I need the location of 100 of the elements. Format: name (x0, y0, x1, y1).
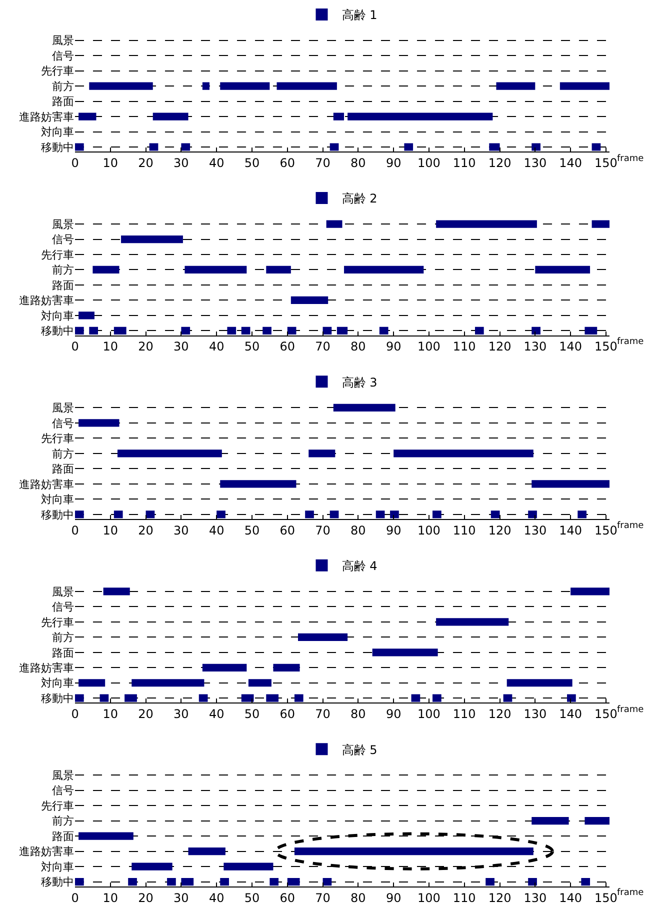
x-tick-label: 10 (102, 340, 118, 354)
bar (348, 112, 493, 120)
x-tick-label: 0 (71, 890, 79, 905)
x-axis-title: frame (617, 888, 644, 898)
x-tick-label: 60 (280, 340, 296, 354)
y-tick-label: 移動中 (41, 876, 74, 889)
bar (584, 326, 598, 335)
bar (330, 143, 339, 151)
x-tick-label: 150 (594, 340, 618, 354)
x-tick-label: 10 (102, 156, 118, 170)
bar (532, 480, 610, 488)
bar (570, 588, 610, 596)
y-tick-label: 進路妨害車 (19, 478, 74, 491)
x-tick-label: 30 (174, 156, 189, 170)
y-tick-label: 前方 (52, 264, 74, 277)
bar (124, 694, 137, 702)
bar (432, 510, 442, 518)
bar (592, 220, 610, 228)
y-tick-label: 信号 (52, 49, 74, 62)
y-tick-label: 対向車 (41, 126, 74, 139)
x-tick-label: 140 (559, 156, 582, 170)
bar (262, 326, 272, 335)
bar (308, 450, 336, 458)
x-tick-label: 10 (102, 523, 118, 538)
bar (532, 817, 569, 825)
x-tick-label: 10 (102, 707, 118, 722)
y-tick-label: 信号 (52, 416, 74, 430)
legend-label: 高齢 1 (342, 8, 378, 22)
x-tick-label: 0 (71, 707, 79, 722)
x-tick-label: 50 (244, 890, 260, 905)
bar (152, 112, 188, 120)
y-tick-label: 風景 (52, 402, 74, 415)
legend-label: 高齢 2 (342, 192, 378, 206)
y-tick-label: 風景 (52, 218, 74, 231)
bar (411, 694, 420, 702)
bar (290, 296, 328, 304)
x-tick-label: 150 (594, 523, 618, 538)
bar (198, 694, 208, 702)
x-tick-label: 60 (280, 890, 296, 905)
bar (394, 450, 534, 458)
bar (326, 220, 342, 228)
y-tick-label: 前方 (52, 631, 74, 644)
x-tick-label: 130 (524, 156, 547, 170)
bar (592, 143, 601, 151)
x-tick-label: 70 (315, 156, 330, 170)
x-tick-label: 140 (559, 340, 582, 354)
bar (227, 326, 236, 335)
x-tick-label: 100 (418, 890, 440, 905)
bar (241, 694, 254, 702)
bar (333, 404, 396, 412)
x-axis-title: frame (617, 337, 644, 347)
bar (333, 112, 344, 120)
bar (490, 510, 500, 518)
y-tick-label: 対向車 (41, 309, 74, 322)
x-tick-label: 110 (452, 890, 476, 905)
x-tick-label: 70 (315, 523, 330, 538)
bar (294, 694, 304, 702)
legend-label: 高齢 4 (342, 559, 378, 574)
y-tick-label: 路面 (52, 462, 74, 476)
bar (114, 326, 126, 335)
bar (560, 82, 610, 90)
bar (132, 862, 172, 870)
x-tick-label: 80 (350, 890, 366, 905)
bar (567, 694, 576, 702)
bar (474, 326, 484, 335)
bar (436, 618, 509, 626)
bar (202, 664, 247, 672)
bar (75, 878, 84, 886)
y-tick-label: 前方 (52, 447, 74, 460)
y-tick-label: 先行車 (41, 64, 74, 78)
x-tick-label: 80 (350, 156, 366, 170)
bar (266, 694, 279, 702)
y-tick-label: 先行車 (41, 432, 74, 446)
x-tick-label: 150 (594, 890, 618, 905)
bar (89, 82, 153, 90)
bar (372, 648, 438, 656)
bar (117, 450, 222, 458)
y-tick-label: 前方 (52, 814, 74, 828)
x-tick-label: 110 (452, 707, 476, 722)
x-axis-title: frame (617, 154, 644, 164)
x-tick-label: 10 (102, 890, 118, 905)
x-tick-label: 120 (488, 707, 512, 722)
bar (78, 312, 94, 320)
y-tick-label: 進路妨害車 (19, 110, 74, 124)
y-tick-label: 信号 (52, 233, 74, 246)
y-tick-label: 進路妨害車 (19, 294, 74, 308)
x-tick-label: 90 (386, 340, 402, 354)
x-tick-label: 120 (488, 523, 512, 538)
bar (322, 326, 332, 335)
y-tick-label: 対向車 (41, 676, 74, 690)
x-tick-label: 120 (488, 340, 512, 354)
bar (390, 510, 399, 518)
bar (89, 326, 98, 335)
bar (581, 878, 590, 886)
x-tick-label: 30 (174, 890, 189, 905)
bar (78, 832, 134, 840)
x-tick-label: 70 (315, 707, 330, 722)
x-tick-label: 150 (594, 707, 618, 722)
y-tick-label: 先行車 (41, 799, 74, 812)
x-tick-label: 20 (138, 707, 154, 722)
